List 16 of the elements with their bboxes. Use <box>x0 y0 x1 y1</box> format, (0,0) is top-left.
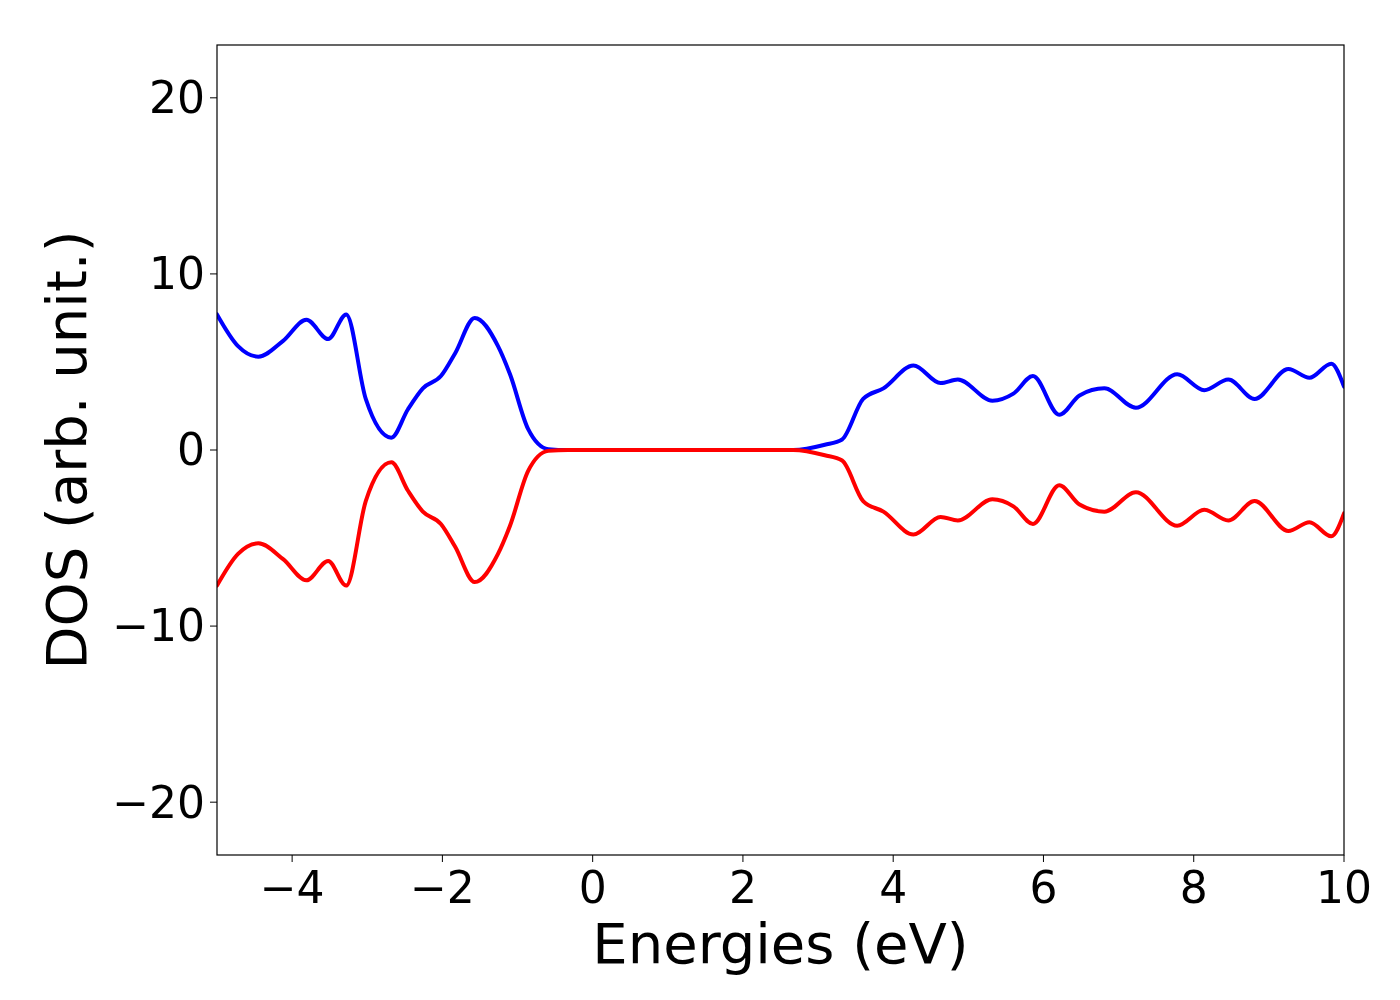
y-tick-label: 20 <box>149 72 205 124</box>
y-tick-label: 10 <box>149 248 205 300</box>
line-series <box>217 448 1344 588</box>
y-axis-title: DOS (arb. unit.) <box>34 230 99 670</box>
y-tick-label: 0 <box>177 424 205 476</box>
x-tick-label: 2 <box>728 862 757 913</box>
x-axis-title: Energies (eV) <box>592 911 969 976</box>
x-tick-label: 6 <box>1029 862 1058 913</box>
x-tick-label: 4 <box>879 862 908 913</box>
y-tick-label: −20 <box>112 776 205 828</box>
x-tick-label: 8 <box>1179 862 1208 913</box>
x-tick-label: −2 <box>409 862 475 913</box>
x-tick-label: 0 <box>578 862 607 913</box>
y-tick-label: −10 <box>112 600 205 652</box>
x-tick-label: 10 <box>1316 862 1372 913</box>
x-tick-label: −4 <box>259 862 325 913</box>
